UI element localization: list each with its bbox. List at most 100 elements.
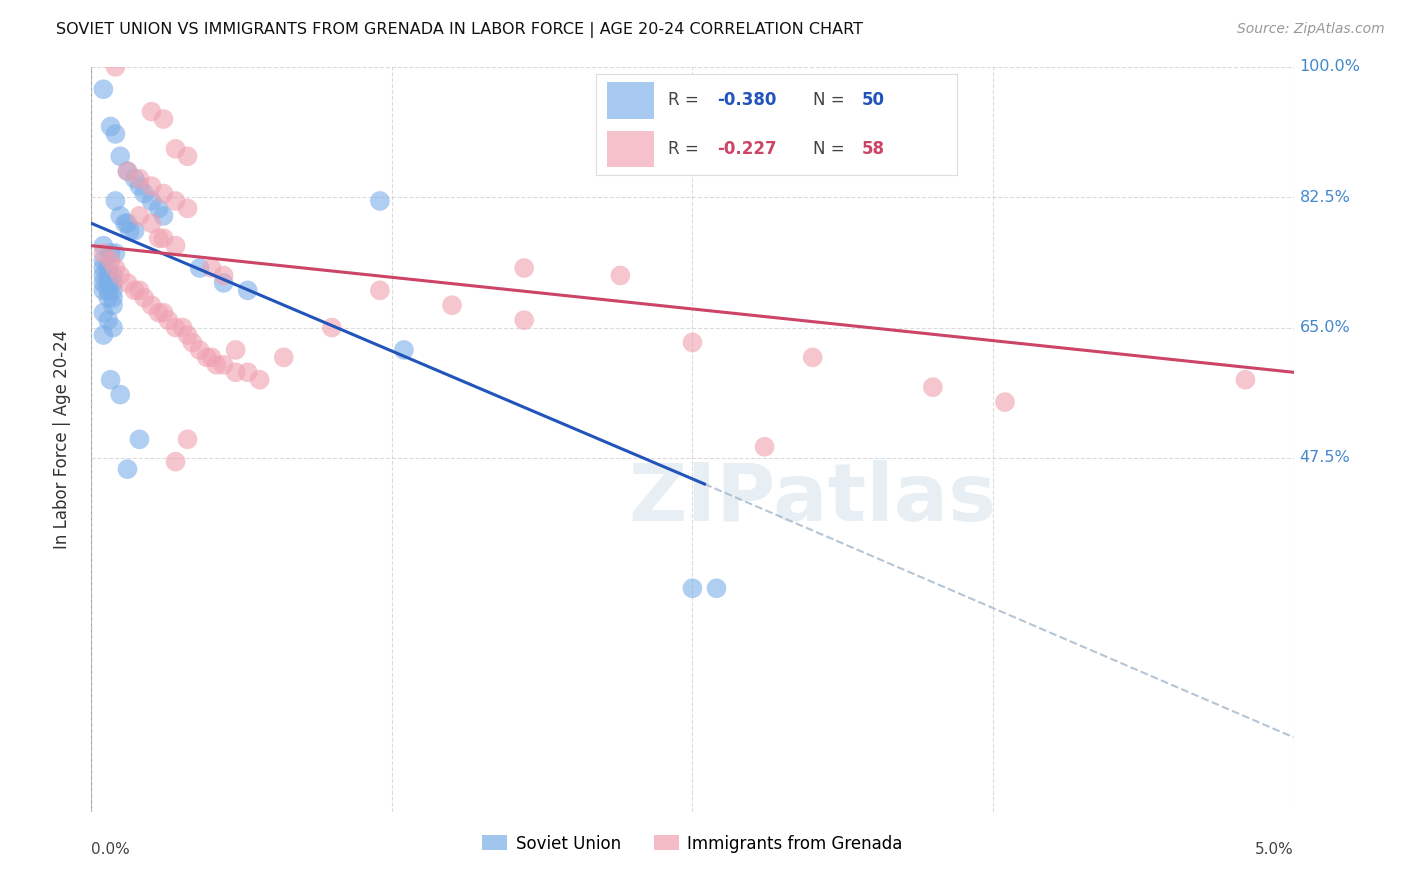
Point — [110, 387, 132, 401]
Point — [188, 343, 211, 357]
Point — [100, 373, 122, 387]
Point — [922, 380, 945, 394]
Point — [93, 260, 115, 275]
Point — [148, 231, 170, 245]
Point — [93, 82, 115, 96]
Point — [201, 260, 224, 275]
Point — [110, 268, 132, 283]
Point — [236, 284, 259, 298]
Text: 5.0%: 5.0% — [1254, 841, 1294, 856]
Point — [104, 246, 127, 260]
Point — [441, 298, 464, 312]
Point — [152, 209, 174, 223]
Point — [141, 194, 163, 208]
Point — [100, 246, 122, 260]
Point — [104, 194, 127, 208]
Point — [93, 253, 115, 268]
Point — [97, 291, 120, 305]
Point — [124, 224, 146, 238]
Point — [188, 260, 211, 275]
Point — [148, 202, 170, 216]
Point — [124, 284, 146, 298]
Point — [97, 284, 120, 298]
Point — [117, 462, 139, 476]
Point — [141, 298, 163, 312]
Point — [117, 216, 139, 230]
Point — [392, 343, 415, 357]
Point — [93, 246, 115, 260]
Point — [93, 268, 115, 283]
Point — [117, 276, 139, 290]
Point — [1234, 373, 1257, 387]
Point — [165, 194, 187, 208]
Point — [101, 298, 124, 312]
Point — [152, 112, 174, 126]
Point — [104, 260, 127, 275]
Point — [97, 313, 120, 327]
Point — [165, 320, 187, 334]
Point — [165, 238, 187, 252]
Point — [152, 186, 174, 201]
Point — [124, 171, 146, 186]
Point — [368, 194, 391, 208]
Point — [225, 365, 247, 379]
Point — [128, 284, 150, 298]
Point — [128, 209, 150, 223]
Point — [141, 104, 163, 119]
Point — [93, 284, 115, 298]
Point — [101, 291, 124, 305]
Point — [104, 60, 127, 74]
Point — [128, 433, 150, 447]
Point — [176, 202, 198, 216]
Point — [513, 260, 536, 275]
Point — [93, 306, 115, 320]
Point — [513, 313, 536, 327]
Point — [212, 276, 235, 290]
Point — [152, 231, 174, 245]
Text: 82.5%: 82.5% — [1299, 190, 1350, 205]
Point — [134, 291, 156, 305]
Point — [101, 276, 124, 290]
Text: 47.5%: 47.5% — [1299, 450, 1350, 466]
Point — [100, 120, 122, 134]
Point — [128, 171, 150, 186]
Point — [117, 164, 139, 178]
Point — [181, 335, 204, 350]
Legend: Soviet Union, Immigrants from Grenada: Soviet Union, Immigrants from Grenada — [475, 828, 910, 859]
Point — [141, 179, 163, 194]
Point — [110, 149, 132, 163]
Point — [114, 216, 136, 230]
Point — [134, 186, 156, 201]
Point — [117, 164, 139, 178]
Point — [104, 127, 127, 141]
Point — [176, 433, 198, 447]
Point — [205, 358, 228, 372]
Text: 100.0%: 100.0% — [1299, 60, 1361, 74]
Point — [97, 268, 120, 283]
Point — [97, 260, 120, 275]
Point — [249, 373, 271, 387]
Point — [754, 440, 776, 454]
Point — [212, 358, 235, 372]
Point — [609, 268, 631, 283]
Point — [165, 142, 187, 156]
Point — [118, 224, 141, 238]
Text: Source: ZipAtlas.com: Source: ZipAtlas.com — [1237, 22, 1385, 37]
Point — [110, 209, 132, 223]
Point — [176, 328, 198, 343]
Point — [801, 351, 824, 365]
Point — [321, 320, 343, 334]
Point — [681, 335, 703, 350]
Text: SOVIET UNION VS IMMIGRANTS FROM GRENADA IN LABOR FORCE | AGE 20-24 CORRELATION C: SOVIET UNION VS IMMIGRANTS FROM GRENADA … — [56, 22, 863, 38]
Point — [101, 268, 124, 283]
Text: 65.0%: 65.0% — [1299, 320, 1350, 335]
Point — [368, 284, 391, 298]
Point — [706, 582, 728, 596]
Point — [152, 306, 174, 320]
Point — [994, 395, 1017, 409]
Point — [93, 276, 115, 290]
Y-axis label: In Labor Force | Age 20-24: In Labor Force | Age 20-24 — [52, 330, 70, 549]
Point — [172, 320, 194, 334]
Point — [97, 276, 120, 290]
Text: ZIPatlas: ZIPatlas — [628, 460, 997, 538]
